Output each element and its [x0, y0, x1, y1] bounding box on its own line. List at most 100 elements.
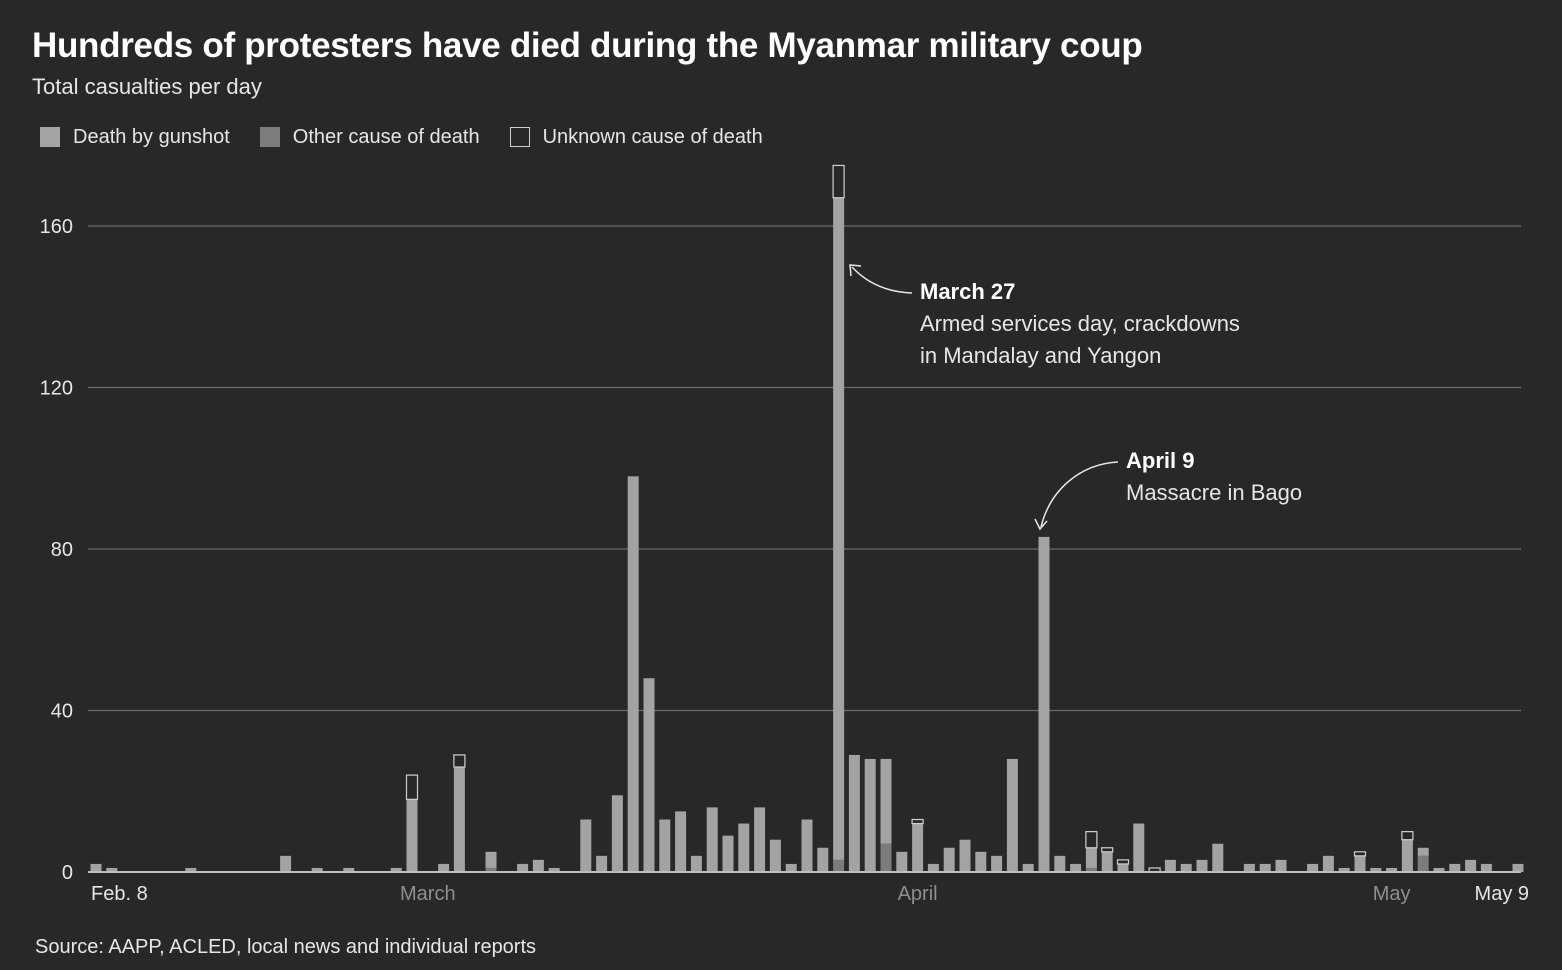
- legend: Death by gunshot Other cause of death Un…: [40, 124, 793, 150]
- bar-2021-03-15: [643, 678, 655, 872]
- bar-2021-04-27: [1322, 855, 1334, 872]
- bar-2021-02-14: [185, 867, 197, 872]
- bar-segment-gunshot-2021-04-19: [1196, 859, 1208, 872]
- bar-segment-gunshot-2021-03-12: [596, 855, 608, 872]
- bar-2021-02-20: [280, 855, 292, 872]
- bar-2021-05-09: [1512, 863, 1524, 872]
- bar-2021-04-17: [1164, 859, 1176, 872]
- annotation-line-april-9-1: Massacre in Bago: [1126, 480, 1302, 505]
- annotation-arrowhead-march-27: [849, 264, 862, 277]
- annotation-line-march-27-1: Armed services day, crackdowns: [920, 311, 1240, 336]
- bar-segment-gunshot-2021-03-24: [785, 863, 797, 872]
- bar-segment-gunshot-2021-05-02: [1401, 839, 1413, 872]
- legend-label-other: Other cause of death: [292, 125, 480, 148]
- bar-segment-gunshot-2021-05-04: [1433, 867, 1445, 872]
- bar-2021-04-29: [1353, 851, 1367, 872]
- bar-segment-gunshot-2021-04-29: [1354, 855, 1366, 872]
- bar-segment-gunshot-2021-03-29: [864, 758, 876, 872]
- legend-item-unknown: Unknown cause of death: [509, 125, 763, 149]
- y-tick-label-0: 0: [62, 862, 73, 884]
- annotation-title-april-9: April 9: [1126, 448, 1194, 473]
- bar-2021-02-24: [343, 867, 355, 872]
- bar-segment-gunshot-2021-02-14: [185, 867, 197, 872]
- bar-2021-03-30: [880, 758, 892, 872]
- bar-segment-other-2021-03-30: [880, 843, 892, 872]
- bar-2021-03-13: [611, 795, 623, 872]
- bar-segment-gunshot-2021-03-28: [848, 754, 860, 872]
- bar-segment-gunshot-2021-02-22: [311, 867, 323, 872]
- bar-segment-gunshot-2021-04-06: [991, 855, 1003, 872]
- bar-segment-gunshot-2021-04-04: [959, 839, 971, 872]
- x-tick-label-2021-02-08: Feb. 8: [91, 883, 148, 905]
- bar-2021-04-20: [1212, 843, 1224, 872]
- bar-segment-gunshot-2021-04-18: [1180, 863, 1192, 872]
- bar-segment-other-2021-04-12: [1085, 867, 1097, 872]
- bar-segment-gunshot-2021-04-14: [1117, 863, 1129, 872]
- bar-2021-03-07: [517, 863, 529, 872]
- bar-segment-gunshot-2021-02-28: [406, 799, 418, 872]
- bar-segment-gunshot-2021-02-08: [90, 863, 102, 872]
- bar-segment-gunshot-2021-03-14: [627, 476, 639, 872]
- bar-segment-gunshot-2021-04-03: [943, 847, 955, 872]
- bar-2021-04-06: [991, 855, 1003, 872]
- bar-segment-gunshot-2021-04-20: [1212, 843, 1224, 872]
- bar-2021-03-29: [864, 758, 876, 872]
- annotation-arrowhead-april-9: [1034, 518, 1048, 531]
- bar-segment-gunshot-2021-04-12: [1085, 847, 1097, 868]
- x-tick-label-2021-03-01: March: [400, 883, 456, 905]
- bar-segment-gunshot-2021-04-30: [1370, 867, 1382, 872]
- legend-swatch-other: [259, 127, 280, 147]
- chart-subtitle: Total casualties per day: [32, 74, 262, 99]
- bar-segment-gunshot-2021-03-15: [643, 678, 655, 872]
- legend-label-unknown: Unknown cause of death: [542, 125, 763, 148]
- annotation-line-march-27-2: in Mandalay and Yangon: [920, 343, 1161, 368]
- bar-segment-gunshot-2021-05-06: [1465, 859, 1477, 872]
- bar-segment-gunshot-2021-03-25: [801, 819, 813, 872]
- bar-2021-05-01: [1386, 867, 1398, 872]
- bar-segment-gunshot-2021-04-05: [975, 851, 987, 872]
- bar-segment-gunshot-2021-03-13: [611, 795, 623, 872]
- bar-2021-03-17: [675, 811, 687, 872]
- bar-2021-03-03: [453, 754, 466, 872]
- bar-segment-gunshot-2021-04-24: [1275, 859, 1287, 872]
- bar-2021-04-30: [1370, 867, 1382, 872]
- bar-segment-gunshot-2021-04-07: [1006, 758, 1018, 872]
- bar-segment-unknown-2021-03-27: [832, 164, 845, 199]
- bar-2021-05-03: [1417, 847, 1429, 872]
- bar-segment-gunshot-2021-03-23: [769, 839, 781, 872]
- bar-segment-unknown-2021-03-03: [453, 754, 466, 768]
- y-tick-label-120: 120: [40, 378, 73, 400]
- chart-title: Hundreds of protesters have died during …: [32, 26, 1143, 65]
- bar-2021-03-09: [548, 867, 560, 872]
- bar-2021-04-01: [911, 818, 924, 872]
- bar-2021-03-18: [690, 855, 702, 872]
- bar-2021-02-27: [390, 867, 402, 872]
- bar-segment-gunshot-2021-05-09: [1512, 863, 1524, 872]
- bar-2021-04-18: [1180, 863, 1192, 872]
- bars: [90, 164, 1524, 873]
- bar-segment-gunshot-2021-05-07: [1480, 863, 1492, 872]
- bar-2021-03-23: [769, 839, 781, 872]
- bar-segment-gunshot-2021-04-08: [1022, 863, 1034, 872]
- bar-2021-04-15: [1133, 823, 1145, 872]
- bar-2021-04-22: [1243, 863, 1255, 872]
- bar-2021-04-11: [1070, 863, 1082, 872]
- bar-2021-04-19: [1196, 859, 1208, 872]
- bar-segment-gunshot-2021-04-17: [1164, 859, 1176, 872]
- bar-segment-unknown-2021-02-28: [405, 774, 419, 800]
- bar-2021-04-08: [1022, 863, 1034, 872]
- bar-2021-03-08: [532, 859, 544, 872]
- bar-segment-gunshot-2021-04-10: [1054, 855, 1066, 872]
- annotation-arrow-april-9: [1040, 461, 1119, 528]
- bar-segment-gunshot-2021-03-30: [880, 758, 892, 844]
- x-tick-label-2021-05-01: May: [1373, 883, 1411, 905]
- bar-2021-03-11: [580, 819, 592, 872]
- bar-segment-gunshot-2021-04-15: [1133, 823, 1145, 872]
- bar-2021-04-10: [1054, 855, 1066, 872]
- bar-segment-gunshot-2021-05-01: [1386, 867, 1398, 872]
- bar-segment-gunshot-2021-04-28: [1338, 867, 1350, 872]
- bar-segment-gunshot-2021-04-23: [1259, 863, 1271, 872]
- bar-2021-02-28: [405, 774, 419, 872]
- bar-segment-gunshot-2021-03-20: [722, 835, 734, 872]
